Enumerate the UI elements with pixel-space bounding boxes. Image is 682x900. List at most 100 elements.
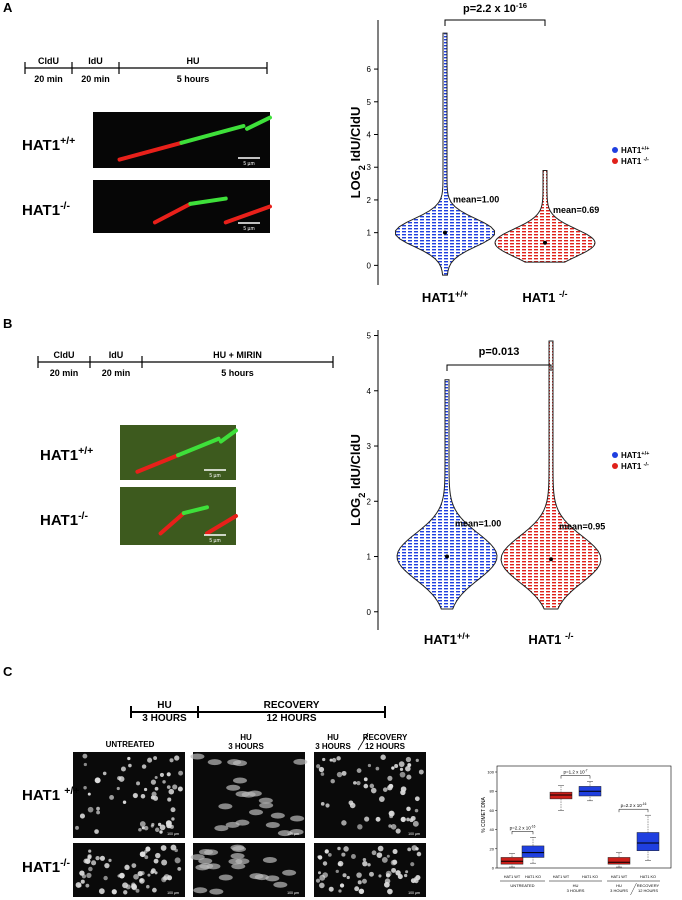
cell: [96, 810, 101, 815]
cell: [409, 818, 414, 823]
cell: [395, 870, 401, 876]
x-tick-label: HAT1 WT: [553, 875, 570, 879]
cell: [387, 775, 393, 781]
bracket: [560, 775, 591, 779]
comet: [214, 825, 229, 832]
cell: [357, 880, 362, 885]
scale-bar-label: 100 µm: [408, 832, 420, 836]
p-value: p=2.2 x 10-16: [463, 1, 527, 16]
text-part: LOG: [348, 170, 363, 198]
cell: [363, 777, 368, 782]
cell: [324, 849, 329, 854]
cell: [155, 827, 160, 832]
comet: [265, 875, 280, 882]
cell: [377, 845, 384, 852]
fiber-strand: [223, 204, 272, 225]
cell: [353, 781, 357, 785]
group-label: HU: [573, 883, 579, 888]
comet: [289, 829, 304, 836]
text-part: HAT1: [22, 859, 60, 876]
cell: [119, 872, 125, 879]
fiber-strand: [158, 511, 186, 536]
cell: [328, 886, 334, 892]
text-part: -/-: [60, 200, 70, 212]
text-part: IdU/CldU: [348, 107, 363, 166]
scale-bar-label: 100 µm: [167, 832, 179, 836]
cell: [150, 824, 154, 828]
cell: [94, 777, 101, 784]
cell: [166, 772, 171, 777]
cell: [354, 886, 360, 892]
scale-bar-label: 5 µm: [243, 226, 254, 232]
cell: [116, 786, 120, 791]
text-part: HAT1: [621, 157, 644, 166]
y-tick-label: 20: [490, 846, 495, 851]
cell: [117, 874, 121, 878]
cell: [336, 771, 343, 778]
violin: [500, 340, 602, 610]
timeline-label: 20 min: [102, 368, 131, 378]
cell: [170, 844, 177, 851]
bracket: [446, 364, 552, 371]
row-label: HAT1 +/+: [22, 785, 79, 804]
cell: [133, 873, 139, 880]
cell: [349, 802, 356, 809]
cell: [75, 825, 79, 830]
cell: [322, 861, 328, 866]
timeline-label: 3 HOURS: [142, 713, 187, 724]
slash: [630, 882, 637, 896]
cell: [414, 808, 419, 813]
legend-label: HAT1 -/-: [621, 157, 649, 166]
bracket: [444, 19, 546, 26]
comet: [290, 815, 305, 822]
cell: [370, 787, 377, 794]
cell: [127, 756, 131, 761]
cell: [88, 849, 92, 853]
cell: [342, 873, 347, 878]
cell: [132, 792, 139, 799]
legend-swatch: [612, 463, 618, 469]
mean-point: [543, 240, 547, 245]
cell: [400, 789, 406, 796]
cell: [392, 859, 398, 865]
legend-label: HAT1+/+: [621, 146, 650, 155]
text-part: p=2.2 x 10: [463, 3, 516, 15]
cell: [406, 774, 412, 780]
cell: [144, 855, 149, 860]
cell: [386, 854, 390, 858]
cell: [108, 858, 112, 862]
cell: [410, 878, 416, 884]
text-part: HAT1: [424, 632, 457, 647]
cell: [153, 756, 158, 760]
cell: [178, 770, 184, 776]
y-tick-label: 3: [367, 442, 372, 451]
cell: [160, 845, 167, 851]
cell: [103, 875, 108, 881]
comet: [265, 821, 280, 828]
cell: [369, 871, 374, 877]
text-part: +/+: [78, 445, 93, 457]
y-tick-label: 2: [367, 196, 372, 205]
cell: [104, 862, 110, 869]
cell: [346, 875, 350, 880]
column-header: HU: [327, 733, 339, 742]
text-part: -16: [531, 824, 536, 828]
cell: [117, 776, 122, 781]
y-tick-label: 1: [367, 553, 372, 562]
cell: [378, 874, 382, 878]
cell: [369, 783, 375, 789]
cell: [316, 764, 321, 769]
comet: [206, 863, 221, 870]
legend-label: HAT1 -/-: [621, 462, 649, 471]
y-tick-label: 0: [367, 608, 372, 617]
comet: [282, 869, 297, 876]
y-axis-label: LOG2 IdU/CldU: [348, 107, 367, 199]
comet: [225, 821, 240, 828]
y-tick-label: 100: [487, 770, 494, 775]
cell: [169, 758, 174, 763]
cell: [166, 785, 171, 789]
cell: [364, 816, 370, 822]
cell: [381, 856, 388, 863]
cell: [167, 797, 172, 802]
